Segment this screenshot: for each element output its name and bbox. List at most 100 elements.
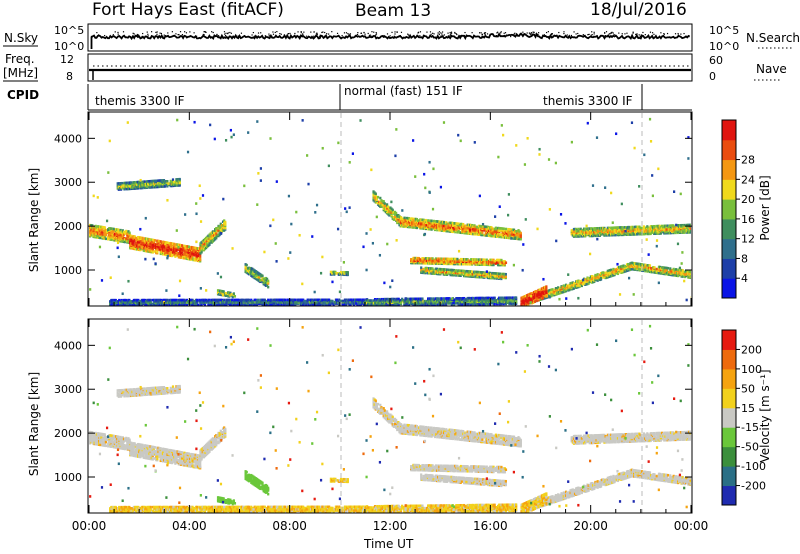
echo-cell [296,301,299,304]
echo-cell [489,230,492,234]
echo-cell [165,247,168,250]
echo-cell [435,267,439,271]
echo-cell [180,298,183,302]
echo-cell [120,237,123,241]
echo-cell [648,227,651,231]
echo-cell [160,185,163,188]
echo-cell [254,298,257,302]
echo-cell [601,229,604,232]
echo-cell [306,298,309,302]
search-noise-dot [189,31,191,33]
echo-cell [304,302,307,305]
echo-cell [487,274,491,277]
echo-cell [668,273,671,276]
echo-cell [201,298,204,302]
echo-cell [449,226,452,230]
echo-cell [175,301,178,304]
echo-cell [382,297,386,301]
echo-cell [398,218,401,222]
echo-cell [425,266,428,270]
echo-cell [440,261,443,264]
echo-cell [396,221,399,225]
echo-cell [595,274,598,278]
echo-cell [169,253,172,256]
echo-cell [145,300,148,303]
echo-cell [280,303,283,306]
echo-cell [226,298,229,302]
echo-cell [299,303,303,306]
echo-cell [190,249,193,253]
echo-cell [100,229,103,232]
echo-cell [688,270,691,273]
echo-cell [595,229,598,233]
echo-cell [338,298,341,302]
search-noise-dot [495,34,498,37]
echo-cell [135,244,139,247]
echo-cell [265,299,269,303]
search-noise-dot [532,31,534,33]
echo-cell [314,301,317,304]
echo-cell [372,198,375,202]
echo-cell [378,302,381,306]
echo-cell [630,229,633,233]
echo-cell [200,303,203,306]
echo-cell [638,227,641,231]
search-noise-dot [537,34,539,36]
echo-cell [511,230,514,234]
echo-cell [649,266,653,270]
search-noise-dot [217,35,220,37]
echo-cell [665,228,668,231]
echo-cell [140,236,143,240]
echo-cell [540,291,543,294]
echo-cell [633,225,637,229]
echo-cell [690,227,691,230]
echo-cell [124,298,128,302]
echo-cell [390,211,393,214]
search-noise-dot [558,31,560,34]
echo-cell [376,304,379,306]
echo-cell [156,250,159,254]
echo-cell [459,271,462,275]
echo-cell [282,298,286,302]
echo-cell [396,297,399,301]
echo-cell [382,200,385,203]
echo-cell [412,256,415,260]
echo-cell [642,268,645,271]
echo-cell [564,283,568,287]
echo-cell [536,290,539,294]
echo-cell [157,179,160,182]
echo-cell [131,300,134,303]
echo-cell [575,283,578,287]
echo-cell [116,187,119,190]
echo-cell [287,303,290,306]
echo-cell [107,237,110,241]
echo-cell [666,228,669,231]
echo-cell [653,271,656,274]
echo-cell [603,272,606,275]
echo-cell [273,298,277,302]
search-noise-dot [610,35,612,37]
echo-cell [686,228,690,232]
echo-cell [347,298,350,302]
echo-cell [123,238,127,241]
echo-cell [650,225,653,228]
echo-cell [597,276,600,280]
echo-cell [643,268,646,272]
echo-cell [502,275,505,278]
echo-cell [132,181,135,184]
echo-cell [185,245,188,248]
search-noise-dot [279,32,281,35]
echo-cell [191,252,194,255]
echo-cell [228,303,231,306]
echo-cell [165,241,168,244]
echo-cell [125,187,128,191]
echo-cell [589,227,592,230]
echo-cell [117,185,120,189]
echo-cell [285,301,288,304]
echo-cell [474,261,477,265]
echo-cell [460,222,464,226]
echo-cell [117,233,120,236]
echo-cell [447,222,450,226]
echo-cell [422,257,425,260]
echo-cell [316,298,319,302]
